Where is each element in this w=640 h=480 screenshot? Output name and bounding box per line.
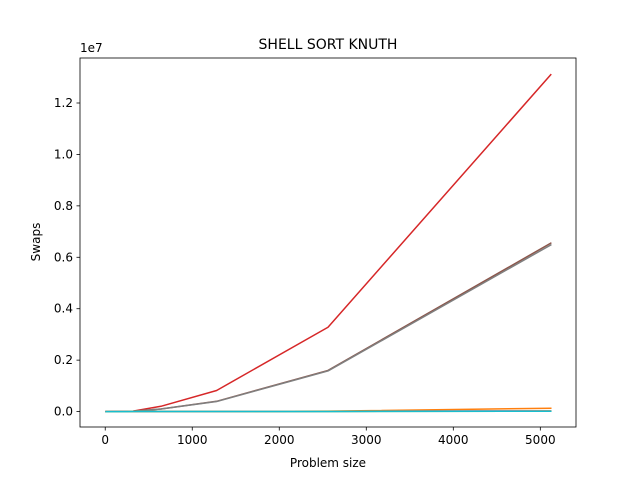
y-tick-label: 0.2 bbox=[54, 353, 73, 367]
y-tick-label: 1.0 bbox=[54, 147, 73, 161]
x-tick-label: 4000 bbox=[438, 433, 469, 447]
x-tick-label: 5000 bbox=[525, 433, 556, 447]
x-tick-label: 3000 bbox=[351, 433, 382, 447]
y-tick-label: 0.8 bbox=[54, 199, 73, 213]
chart-title: SHELL SORT KNUTH bbox=[259, 37, 398, 53]
plot-area-frame bbox=[79, 57, 577, 428]
y-offset-label: 1e7 bbox=[80, 41, 103, 55]
y-tick-label: 0.4 bbox=[54, 302, 73, 316]
y-axis-ticks: 0.0 0.2 0.4 0.6 0.8 1.0 1.2 bbox=[54, 96, 80, 419]
series-lines bbox=[105, 73, 552, 413]
x-tick-label: 2000 bbox=[264, 433, 295, 447]
y-tick-label: 0.0 bbox=[54, 405, 73, 419]
x-tick-label: 0 bbox=[101, 433, 109, 447]
x-axis-label: Problem size bbox=[290, 456, 366, 470]
x-tick-label: 1000 bbox=[177, 433, 208, 447]
y-tick-label: 0.6 bbox=[54, 250, 73, 264]
y-tick-label: 1.2 bbox=[54, 96, 73, 110]
y-axis-label: Swaps bbox=[29, 223, 43, 262]
x-axis-ticks: 0 1000 2000 3000 4000 5000 bbox=[101, 427, 556, 447]
